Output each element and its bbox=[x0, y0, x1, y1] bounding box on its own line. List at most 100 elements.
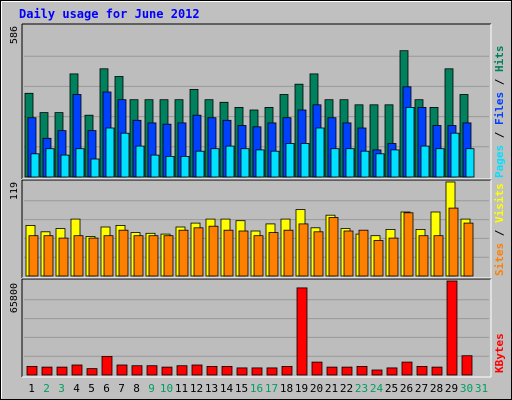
bar-pages bbox=[30, 153, 40, 178]
x-tick-label: 28 bbox=[430, 382, 443, 395]
bar-sites bbox=[433, 235, 444, 277]
bar-sites bbox=[373, 240, 384, 277]
bar-pages bbox=[315, 127, 325, 178]
bar-kbytes bbox=[386, 367, 398, 376]
bar-sites bbox=[73, 235, 84, 277]
bar-pages bbox=[195, 150, 205, 178]
bar-sites bbox=[418, 235, 429, 277]
legend-sites: Sites bbox=[493, 243, 506, 276]
x-tick-label: 30 bbox=[460, 382, 473, 395]
y-max-labels: 586 119 65800 bbox=[9, 26, 20, 313]
x-tick-label: 21 bbox=[325, 382, 338, 395]
bar-sites bbox=[103, 235, 114, 277]
bar-kbytes bbox=[461, 355, 473, 376]
bar-sites bbox=[223, 229, 234, 277]
x-tick-label: 17 bbox=[265, 382, 278, 395]
x-tick-label: 1 bbox=[28, 382, 35, 395]
bar-pages bbox=[465, 148, 475, 178]
bar-pages bbox=[75, 148, 85, 178]
bar-kbytes bbox=[266, 367, 278, 376]
bar-sites bbox=[268, 232, 279, 277]
bar-sites bbox=[118, 229, 129, 277]
legend-sites-visits: Sites / Visits bbox=[493, 183, 506, 276]
bar-pages bbox=[90, 158, 100, 178]
x-tick-label: 24 bbox=[370, 382, 384, 395]
x-tick-label: 2 bbox=[43, 382, 50, 395]
bar-pages bbox=[105, 127, 115, 178]
chart-marks bbox=[24, 50, 475, 376]
bar-kbytes bbox=[446, 280, 458, 376]
x-tick-label: 22 bbox=[340, 382, 353, 395]
x-tick-label: 12 bbox=[190, 382, 203, 395]
bar-pages bbox=[150, 154, 160, 178]
x-tick-label: 5 bbox=[88, 382, 95, 395]
bar-kbytes bbox=[221, 365, 233, 376]
svg-text:Sites / Visits: Sites / Visits bbox=[493, 183, 506, 276]
legend-pages: Pages bbox=[493, 145, 506, 178]
bar-pages bbox=[405, 107, 415, 178]
bar-kbytes bbox=[41, 366, 53, 376]
bar-kbytes bbox=[281, 365, 293, 376]
bar-pages bbox=[390, 149, 400, 178]
bar-kbytes bbox=[341, 366, 353, 376]
bar-sites bbox=[178, 229, 189, 277]
bar-kbytes bbox=[431, 366, 443, 376]
x-tick-label: 18 bbox=[280, 382, 293, 395]
bar-kbytes bbox=[356, 365, 368, 376]
svg-text:Pages / Files / Hits: Pages / Files / Hits bbox=[493, 46, 506, 179]
bar-pages bbox=[135, 145, 145, 178]
legend-sep-2: / bbox=[493, 72, 506, 92]
bar-pages bbox=[45, 148, 55, 178]
bar-kbytes bbox=[311, 361, 323, 376]
x-tick-label: 27 bbox=[415, 382, 428, 395]
bar-pages bbox=[435, 148, 445, 178]
bar-sites bbox=[463, 222, 474, 277]
legend-kbytes-group: KBytes bbox=[493, 333, 506, 373]
bar-pages bbox=[330, 148, 340, 178]
bar-pages bbox=[300, 143, 310, 178]
bar-kbytes bbox=[131, 365, 143, 376]
x-axis-labels: 1 2 3 4 5 6 7 8 9 10 11 12 13 14 15 16 17 18 19 20 21 22 23 24 2… bbox=[28, 382, 488, 395]
bar-sites bbox=[328, 217, 339, 277]
bar-pages bbox=[360, 150, 370, 178]
x-tick-label: 31 bbox=[475, 382, 488, 395]
legend-visits: Visits bbox=[493, 183, 506, 223]
bar-kbytes bbox=[86, 368, 98, 376]
bar-pages bbox=[375, 153, 385, 178]
x-tick-label: 13 bbox=[205, 382, 218, 395]
bar-kbytes bbox=[191, 364, 203, 376]
bar-sites bbox=[403, 212, 414, 277]
bar-pages bbox=[270, 150, 280, 178]
x-tick-label: 3 bbox=[58, 382, 65, 395]
bar-sites bbox=[448, 207, 459, 277]
bar-kbytes bbox=[56, 366, 68, 376]
x-tick-label: 15 bbox=[235, 382, 248, 395]
chart-title: Daily usage for June 2012 bbox=[19, 7, 200, 21]
bar-pages bbox=[240, 148, 250, 178]
bar-pages bbox=[225, 145, 235, 178]
bar-kbytes bbox=[206, 365, 218, 376]
panels bbox=[21, 23, 492, 378]
bar-kbytes bbox=[326, 366, 338, 376]
bar-kbytes bbox=[161, 366, 173, 376]
legend-kbytes: KBytes bbox=[493, 333, 506, 373]
bar-sites bbox=[313, 231, 324, 277]
bar-pages bbox=[450, 132, 460, 178]
bar-sites bbox=[148, 235, 159, 277]
bar-sites bbox=[88, 237, 99, 277]
bar-kbytes bbox=[101, 355, 113, 376]
x-tick-label: 11 bbox=[175, 382, 188, 395]
y-max-label-hits: 586 bbox=[9, 26, 20, 44]
y-max-label-visits: 119 bbox=[9, 182, 20, 200]
legend-hits: Hits bbox=[493, 46, 506, 73]
bar-kbytes bbox=[236, 367, 248, 376]
bar-kbytes bbox=[146, 365, 158, 376]
bar-sites bbox=[298, 223, 309, 277]
bar-kbytes bbox=[116, 364, 128, 376]
bar-sites bbox=[58, 237, 69, 277]
x-tick-label: 29 bbox=[445, 382, 458, 395]
x-tick-label: 10 bbox=[160, 382, 173, 395]
bar-pages bbox=[120, 132, 130, 178]
